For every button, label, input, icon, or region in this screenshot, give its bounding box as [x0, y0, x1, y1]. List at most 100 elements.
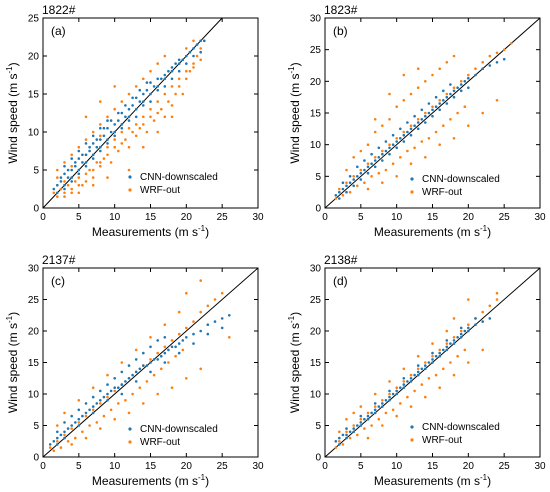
cnn-point — [409, 133, 413, 137]
x-axis-label: Measurements (m s-1) — [374, 473, 491, 488]
wrf-point — [377, 417, 381, 421]
cnn-point — [434, 105, 438, 108]
wrf-point — [66, 183, 70, 187]
wrf-point — [163, 345, 167, 349]
cnn-point — [84, 161, 88, 164]
wrf-point — [149, 358, 152, 361]
wrf-point — [452, 54, 456, 58]
wrf-point — [384, 411, 388, 415]
cnn-point — [127, 119, 131, 122]
cnn-point — [120, 370, 124, 374]
wrf-point — [63, 180, 66, 183]
wrf-point — [452, 336, 456, 339]
station-label: 2137# — [42, 253, 76, 267]
wrf-point — [452, 317, 456, 320]
x-tick-label: 0 — [322, 212, 328, 223]
wrf-point — [345, 417, 348, 421]
wrf-point — [388, 143, 391, 146]
wrf-point — [142, 402, 145, 405]
wrf-point — [156, 62, 159, 65]
cnn-point — [177, 62, 181, 65]
cnn-point — [127, 107, 131, 111]
cnn-point — [124, 380, 127, 383]
wrf-point — [481, 310, 485, 314]
wrf-point — [474, 67, 477, 70]
cnn-point — [70, 168, 73, 172]
wrf-point — [381, 124, 384, 127]
panel-tag: (b) — [333, 24, 348, 38]
cnn-point — [91, 134, 95, 138]
wrf-point — [70, 191, 73, 195]
cnn-point — [192, 47, 195, 50]
wrf-point — [120, 130, 124, 134]
cnn-point — [156, 358, 159, 361]
wrf-point — [170, 104, 174, 107]
wrf-point — [220, 291, 224, 295]
cnn-point — [359, 414, 363, 418]
wrf-point — [124, 138, 127, 141]
cnn-point — [81, 153, 84, 157]
cnn-point — [167, 69, 170, 73]
cnn-point — [459, 326, 463, 330]
wrf-point — [156, 351, 159, 355]
cnn-point — [373, 408, 377, 412]
wrf-point — [185, 47, 188, 50]
cnn-point — [416, 373, 420, 377]
cnn-point — [56, 191, 59, 195]
cnn-point — [416, 364, 420, 367]
wrf-point — [366, 187, 370, 191]
wrf-point — [99, 164, 102, 168]
cnn-point — [381, 405, 384, 408]
wrf-point — [63, 161, 66, 164]
wrf-point — [449, 361, 452, 364]
cnn-point — [149, 361, 152, 364]
cnn-point — [77, 424, 81, 427]
wrf-point — [185, 69, 188, 73]
cnn-point — [74, 161, 77, 164]
wrf-point — [424, 111, 427, 115]
wrf-point — [381, 149, 384, 153]
cnn-point — [84, 164, 88, 168]
wrf-point — [438, 143, 442, 146]
wrf-point — [131, 130, 134, 134]
y-axis-label: Wind speed (m s-1) — [287, 62, 302, 163]
y-axis-label: Wind speed (m s-1) — [5, 62, 20, 163]
y-axis-unit-exponent: -1 — [287, 315, 296, 323]
wrf-point — [445, 61, 449, 64]
legend-label: CNN-downscaled — [422, 422, 500, 433]
wrf-point — [134, 134, 138, 138]
cnn-point — [199, 329, 202, 333]
cnn-point — [131, 96, 134, 100]
x-axis-unit-exponent: -1 — [480, 473, 488, 482]
wrf-point — [88, 168, 91, 172]
cnn-point — [113, 134, 116, 138]
x-tick-label: 30 — [534, 212, 546, 223]
wrf-point — [366, 411, 370, 415]
y-tick-label: 0 — [33, 204, 39, 215]
cnn-point — [185, 336, 188, 339]
cnn-point — [463, 329, 467, 333]
cnn-point — [106, 399, 109, 402]
wrf-point — [199, 279, 202, 282]
y-tick-label: 0 — [315, 453, 321, 464]
wrf-point — [488, 304, 492, 308]
x-tick-label: 5 — [358, 461, 364, 472]
wrf-point — [359, 405, 363, 408]
cnn-point — [149, 100, 152, 103]
x-tick-label: 0 — [40, 212, 46, 223]
cnn-point — [177, 58, 181, 62]
wrf-point — [409, 373, 413, 377]
wrf-point — [95, 161, 99, 164]
wrf-point — [442, 124, 445, 127]
cnn-point — [220, 317, 224, 320]
x-axis-label-text: Measurements — [374, 225, 453, 239]
cnn-point — [409, 380, 413, 383]
wrf-point — [467, 298, 470, 301]
wrf-point — [138, 386, 142, 390]
cnn-point — [459, 83, 463, 86]
cnn-point — [438, 108, 442, 112]
cnn-point — [84, 142, 88, 145]
cnn-point — [160, 77, 163, 81]
wrf-point — [434, 373, 438, 377]
wrf-point — [84, 172, 88, 176]
